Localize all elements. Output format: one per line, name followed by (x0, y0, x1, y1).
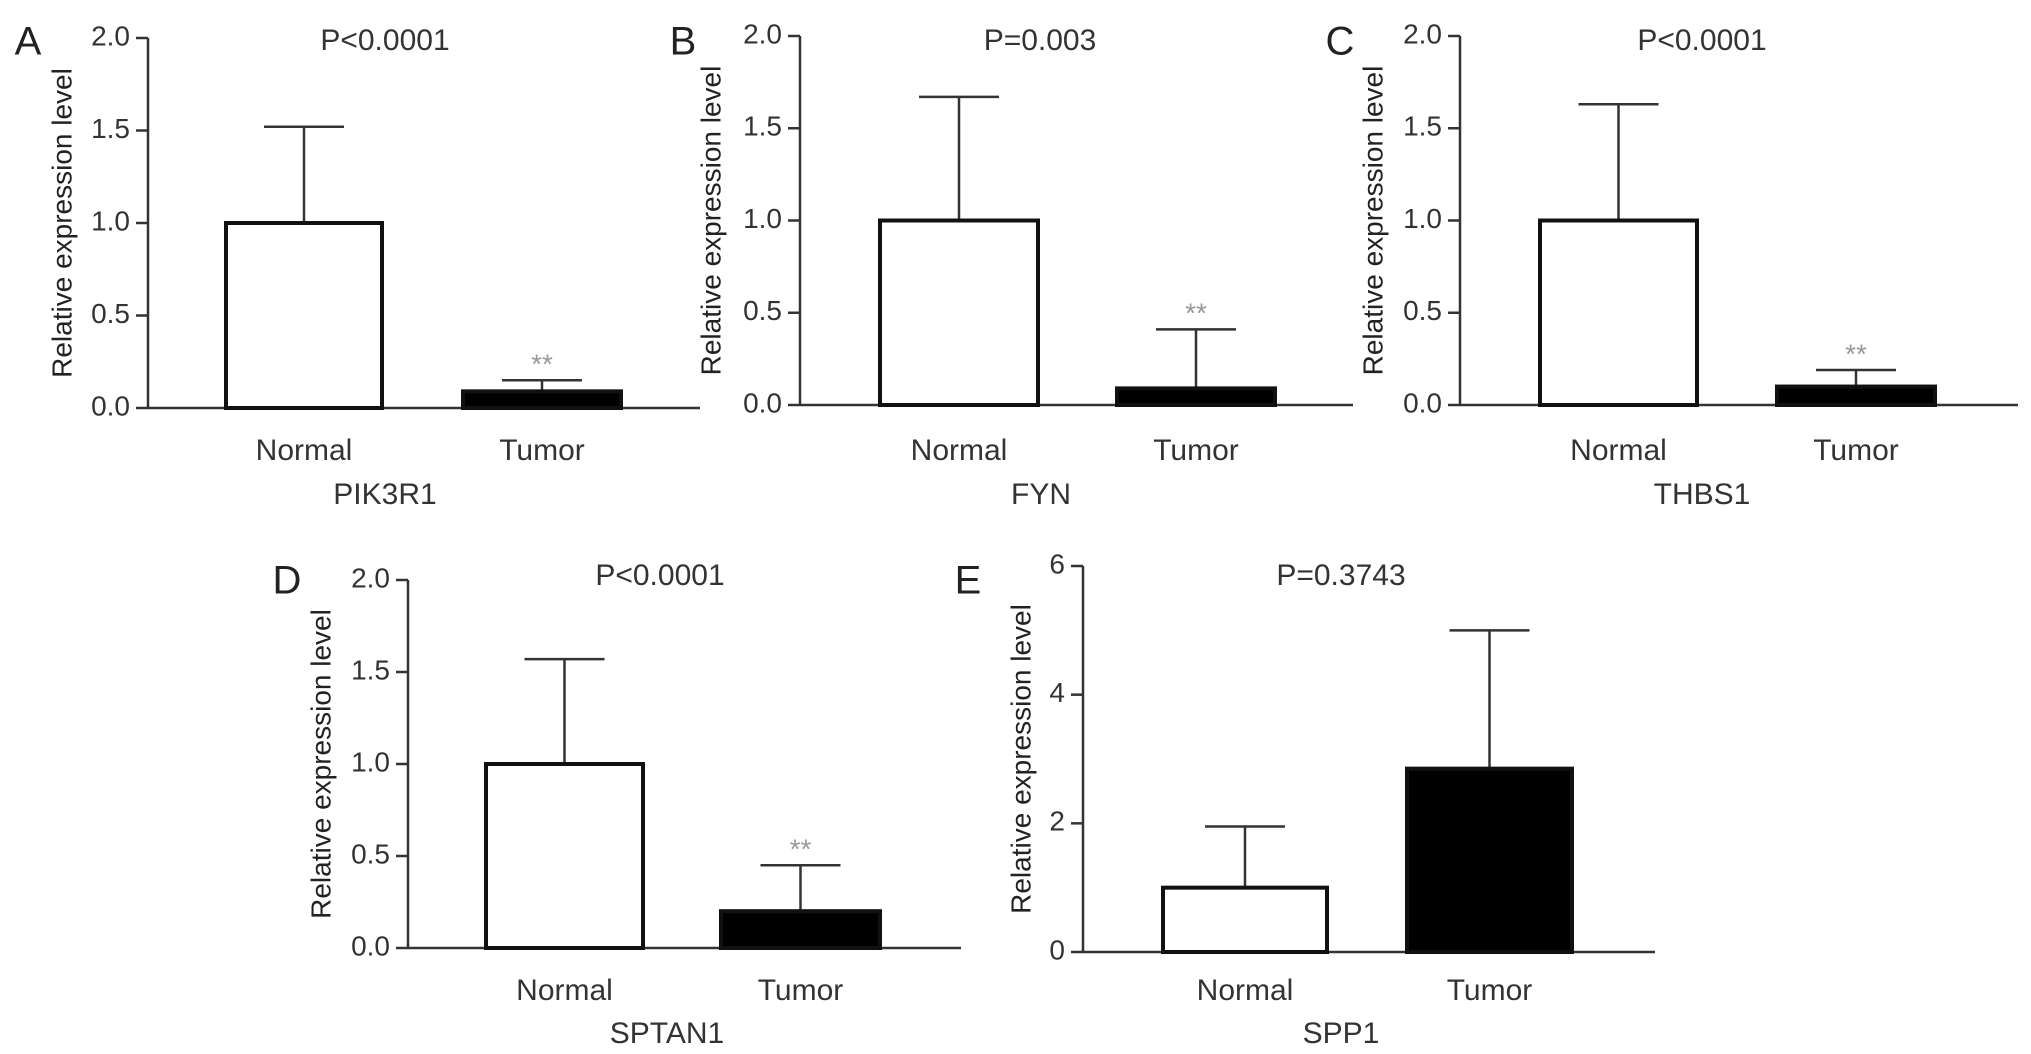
significance-marker: ** (1185, 298, 1207, 329)
panel-title: P<0.0001 (1637, 24, 1766, 57)
bar-tumor (461, 389, 623, 411)
panel-title: P<0.0001 (320, 24, 449, 57)
y-tick-label: 0 (1049, 934, 1065, 965)
y-tick-label: 0.0 (743, 387, 782, 418)
panel-title: P=0.003 (984, 24, 1097, 57)
x-tick-label: Tumor (1447, 974, 1533, 1007)
y-axis-label: Relative expression level (305, 609, 336, 919)
y-axis-label: Relative expression level (1357, 66, 1388, 376)
y-tick-label: 2.0 (91, 20, 130, 51)
y-axis-label: Relative expression level (1005, 604, 1036, 914)
panel-letter: E (955, 559, 982, 603)
y-tick-label: 1.5 (743, 111, 782, 142)
x-tick-label: Tumor (499, 434, 585, 467)
x-tick-label: Normal (1197, 974, 1294, 1007)
y-tick-label: 1.5 (351, 654, 390, 685)
y-tick-label: 0.5 (351, 838, 390, 869)
y-tick-label: 1.0 (743, 203, 782, 234)
y-axis-label: Relative expression level (46, 68, 77, 378)
y-tick-label: 2.0 (1403, 18, 1442, 49)
x-axis-label: SPP1 (1303, 1017, 1380, 1050)
panel-title: P=0.3743 (1276, 559, 1405, 592)
bar-tumor (1405, 766, 1574, 955)
y-tick-label: 4 (1049, 677, 1065, 708)
y-tick-label: 0.0 (1403, 387, 1442, 418)
y-tick-label: 2 (1049, 806, 1065, 837)
bar-normal (878, 218, 1040, 407)
panel-title: P<0.0001 (595, 559, 724, 592)
x-axis-label: PIK3R1 (333, 478, 436, 511)
y-tick-label: 1.0 (351, 746, 390, 777)
panel-letter: A (15, 20, 42, 64)
x-tick-label: Tumor (1813, 434, 1899, 467)
x-axis-label: SPTAN1 (610, 1017, 724, 1050)
y-tick-label: 0.5 (1403, 295, 1442, 326)
y-tick-label: 0.0 (91, 390, 130, 421)
x-axis-label: THBS1 (1654, 478, 1751, 511)
y-tick-label: 1.0 (91, 205, 130, 236)
y-tick-label: 1.0 (1403, 203, 1442, 234)
y-tick-label: 1.5 (91, 113, 130, 144)
bar-normal (224, 221, 384, 410)
y-tick-label: 0.0 (351, 930, 390, 961)
panel-letter: B (670, 20, 697, 64)
y-tick-label: 1.5 (1403, 111, 1442, 142)
x-axis-label: FYN (1011, 478, 1071, 511)
bar-tumor (1775, 384, 1937, 407)
bar-normal (1538, 218, 1699, 407)
panel-letter: D (273, 559, 302, 603)
y-axis-label: Relative expression level (695, 66, 726, 376)
y-tick-label: 2.0 (351, 562, 390, 593)
x-tick-label: Normal (256, 434, 353, 467)
x-tick-label: Tumor (1153, 434, 1239, 467)
y-tick-label: 2.0 (743, 18, 782, 49)
x-tick-label: Normal (516, 974, 613, 1007)
significance-marker: ** (1845, 338, 1867, 369)
bar-tumor (1115, 386, 1277, 407)
bar-normal (484, 762, 645, 950)
y-tick-label: 6 (1049, 548, 1065, 579)
y-tick-label: 0.5 (91, 298, 130, 329)
x-tick-label: Tumor (758, 974, 844, 1007)
x-tick-label: Normal (911, 434, 1008, 467)
panel-letter: C (1326, 20, 1355, 64)
x-tick-label: Normal (1570, 434, 1667, 467)
bar-tumor (719, 909, 882, 951)
y-tick-label: 0.5 (743, 295, 782, 326)
bar-normal (1161, 885, 1329, 955)
significance-marker: ** (790, 834, 812, 865)
significance-marker: ** (531, 349, 553, 380)
